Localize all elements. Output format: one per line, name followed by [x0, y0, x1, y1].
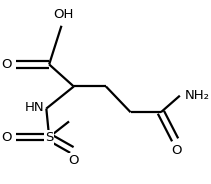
Text: OH: OH: [53, 8, 74, 21]
Text: O: O: [1, 131, 11, 144]
Text: O: O: [69, 154, 79, 167]
Text: S: S: [45, 131, 53, 144]
Text: HN: HN: [25, 101, 45, 114]
Text: O: O: [171, 144, 181, 158]
Text: O: O: [1, 58, 11, 71]
Text: NH₂: NH₂: [185, 89, 210, 102]
